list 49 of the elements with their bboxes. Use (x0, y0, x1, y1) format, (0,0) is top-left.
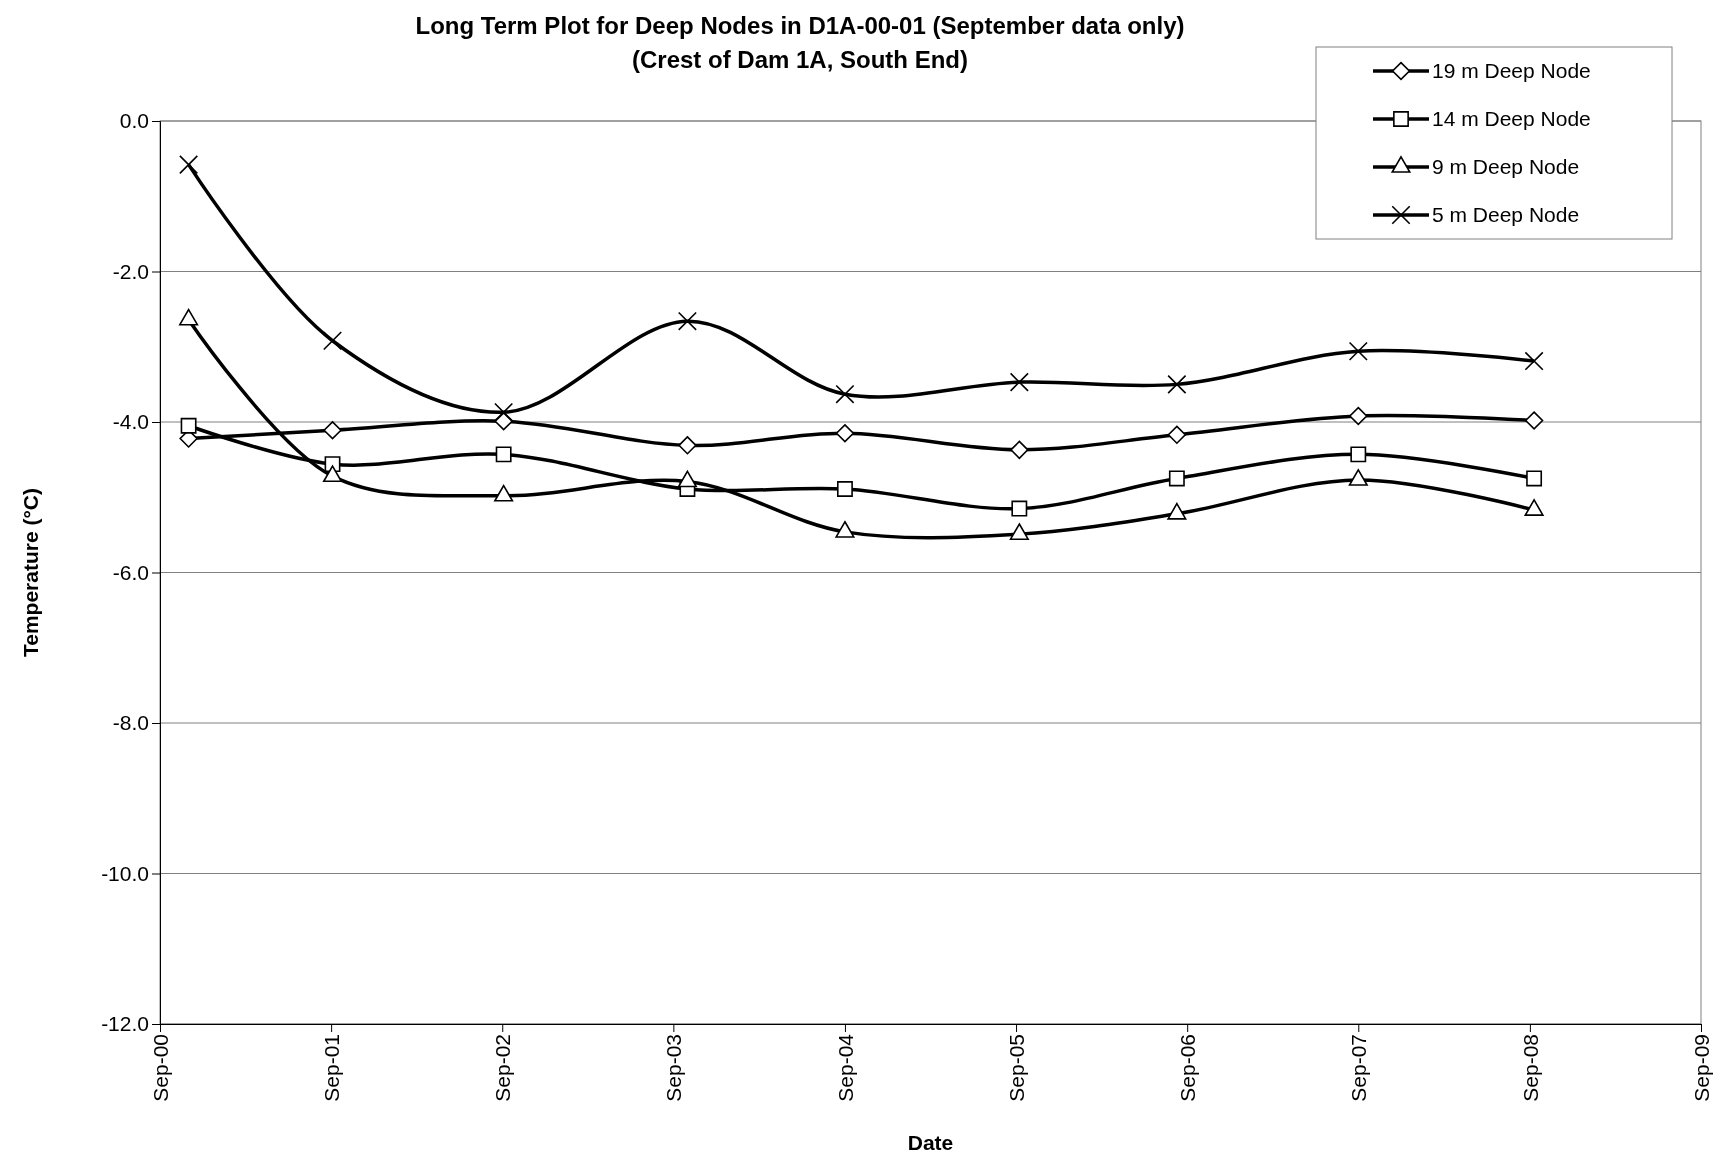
chart-title: Long Term Plot for Deep Nodes in D1A-00-01 (September data only) (415, 12, 1185, 39)
x-tick-label: Sep-02 (491, 1034, 515, 1102)
x-tick-label: Sep-01 (319, 1034, 343, 1102)
y-tick-label: 0.0 (119, 109, 149, 133)
point (1010, 440, 1029, 460)
point (1526, 470, 1543, 487)
legend-label: 5 m Deep Node (1432, 203, 1580, 227)
x-tick-label: Sep-08 (1518, 1034, 1542, 1102)
legend-label: 9 m Deep Node (1432, 155, 1580, 179)
point (837, 481, 853, 497)
point (1524, 351, 1544, 371)
point (494, 412, 513, 431)
point (1350, 446, 1367, 463)
point (323, 331, 343, 351)
x-tick-label: Sep-07 (1347, 1034, 1371, 1102)
x-tick-label: Sep-00 (148, 1034, 172, 1102)
x-tick-label: Sep-03 (662, 1034, 686, 1102)
point (1009, 372, 1029, 392)
point (678, 436, 697, 455)
x-tick-label: Sep-04 (833, 1033, 857, 1102)
point (835, 424, 855, 443)
y-tick-label: -8.0 (112, 711, 149, 735)
point (1168, 470, 1185, 487)
x-tick-label: Sep-09 (1689, 1034, 1713, 1102)
x-axis-title: Date (907, 1131, 954, 1154)
point (677, 311, 697, 331)
y-tick-label: -6.0 (112, 560, 149, 584)
point (1524, 411, 1544, 430)
point (1349, 406, 1368, 426)
x-tick-label: Sep-06 (1176, 1034, 1200, 1102)
point (495, 446, 512, 463)
point (180, 417, 197, 434)
point (323, 421, 342, 440)
x-tick-label: Sep-05 (1004, 1034, 1028, 1102)
y-tick-label: -12.0 (101, 1012, 149, 1036)
y-tick-label: -2.0 (112, 259, 149, 283)
y-axis-title: Temperature (°C) (19, 487, 42, 658)
y-tick-label: -4.0 (112, 410, 149, 434)
point (1167, 425, 1187, 444)
legend-label: 14 m Deep Node (1432, 107, 1591, 131)
legend-label: 19 m Deep Node (1432, 59, 1591, 83)
y-tick-label: -10.0 (101, 861, 149, 885)
chart-subtitle: (Crest of Dam 1A, South End) (631, 46, 969, 73)
point (1348, 341, 1368, 361)
point (179, 155, 199, 175)
point (1011, 500, 1028, 517)
point (1167, 374, 1187, 394)
point (494, 402, 514, 422)
point (835, 384, 855, 404)
